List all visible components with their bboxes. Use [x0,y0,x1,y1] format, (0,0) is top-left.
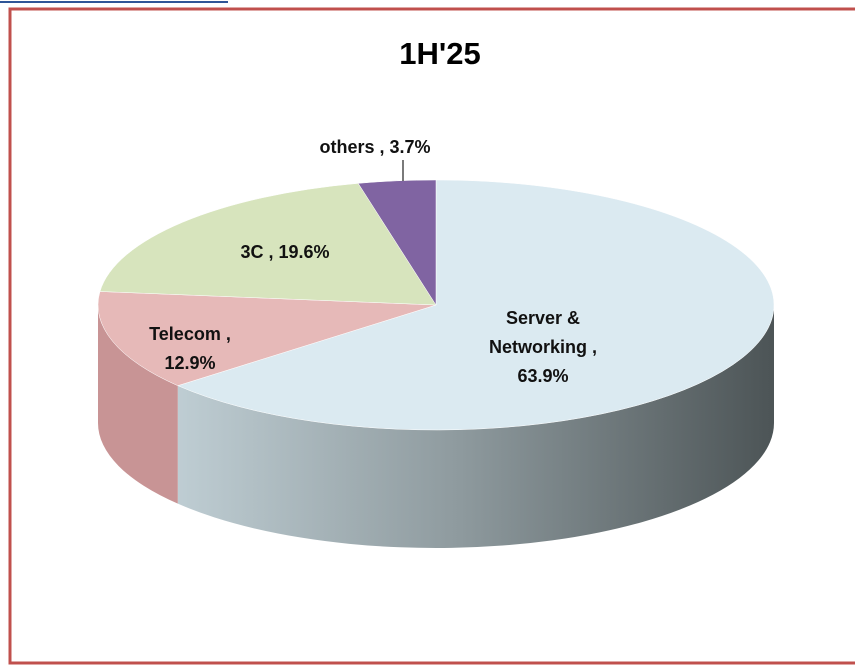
label-category: Server & Networking , [488,308,597,357]
slice [99,183,437,306]
data-label: others , 3.7% [290,133,460,162]
label-value: 19.6% [278,242,330,262]
slice-side [98,305,178,504]
slice [177,179,775,431]
data-label: Telecom , 12.9% [125,320,255,378]
chart-title: 1H'25 [399,36,481,71]
label-category: Telecom , [149,324,231,344]
data-label: 3C , 19.6% [205,238,365,267]
slice-side [177,305,774,549]
label-category: others , [319,137,385,157]
label-value: 63.9% [517,366,569,386]
label-value: 3.7% [389,137,431,157]
data-label: Server & Networking , 63.9% [468,304,618,391]
label-value: 12.9% [164,353,216,373]
slice [97,291,437,386]
frame [8,7,855,665]
slice [357,179,437,306]
pie [97,179,775,549]
label-category: 3C , [240,242,274,262]
